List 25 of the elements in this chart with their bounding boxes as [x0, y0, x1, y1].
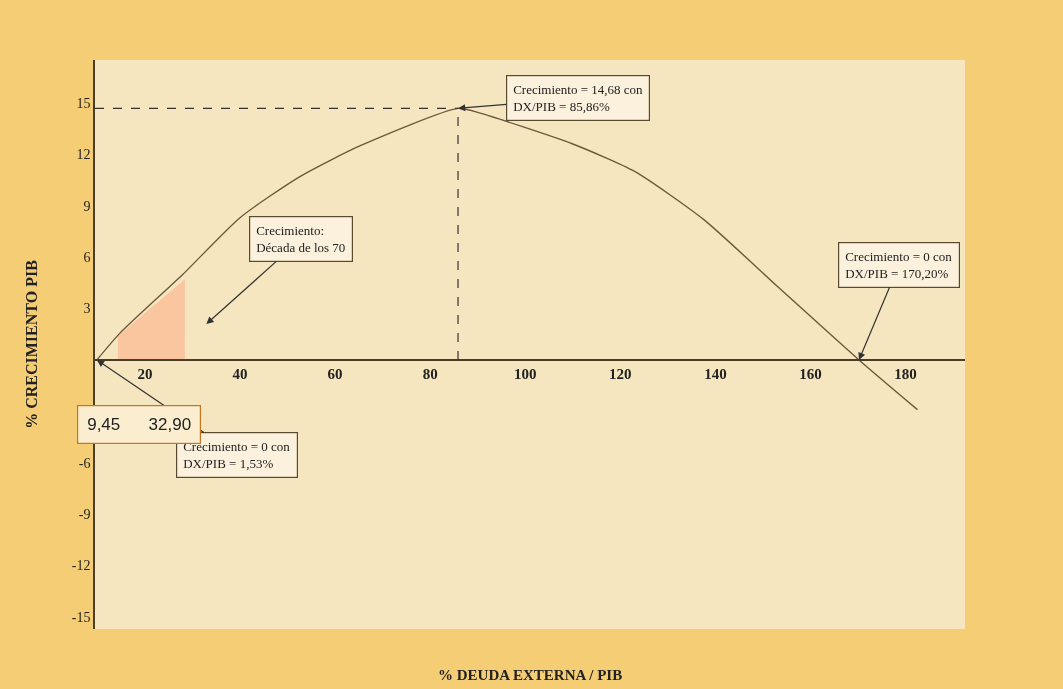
x-tick-label: 40 [232, 365, 248, 382]
y-tick-label: 15 [76, 95, 91, 111]
y-tick-label: 12 [76, 147, 91, 163]
annotation: Crecimiento: Década de los 70 [256, 223, 346, 256]
x-tick-label: 180 [894, 365, 917, 382]
annotation: 9,45 32,90 [87, 415, 192, 435]
y-tick-label: -15 [71, 609, 91, 625]
annotation: Crecimiento = 0 con DX/PIB = 170,20% [845, 249, 953, 282]
x-tick-label: 100 [514, 365, 537, 382]
x-tick-label: 20 [137, 365, 153, 382]
annotation: Crecimiento = 14,68 con DX/PIB = 85,86% [513, 82, 644, 115]
y-axis-title: % CRECIMIENTO PIB [23, 259, 41, 429]
y-tick-label: -12 [71, 558, 91, 574]
y-tick-label: 6 [83, 249, 91, 265]
y-tick-label: 9 [83, 198, 91, 214]
y-tick-label: 3 [83, 301, 91, 317]
y-tick-label: -6 [78, 455, 91, 471]
annotation: Crecimiento = 0 con DX/PIB = 1,53% [183, 439, 291, 472]
y-tick-label: -9 [78, 507, 91, 523]
x-tick-label: 140 [704, 365, 727, 382]
x-tick-label: 120 [609, 365, 632, 382]
x-tick-label: 160 [799, 365, 822, 382]
x-tick-label: 60 [327, 365, 343, 382]
x-tick-label: 80 [422, 365, 438, 382]
x-axis-title: % DEUDA EXTERNA / PIB [438, 667, 623, 683]
